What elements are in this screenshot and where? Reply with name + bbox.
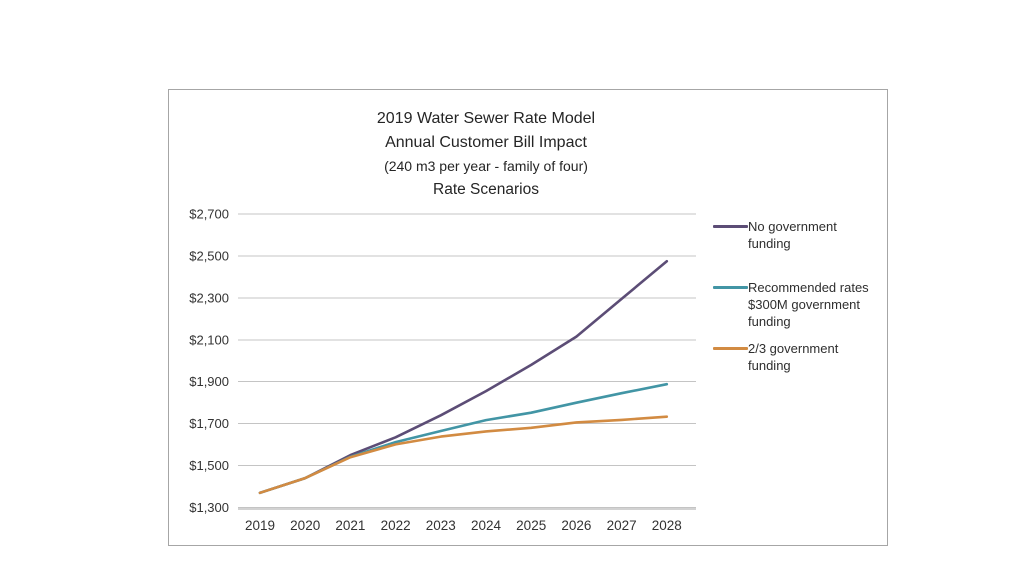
- chart-title-line-1: 2019 Water Sewer Rate Model: [376, 110, 596, 127]
- y-tick-label: $1,300: [189, 500, 229, 515]
- x-tick-label: 2027: [607, 518, 637, 533]
- y-tick-label: $2,500: [189, 248, 229, 263]
- legend-entry-recommended-rates: Recommended rates $300M government fundi…: [713, 279, 874, 330]
- legend-line-swatch-purple: [713, 225, 748, 228]
- legend-label: No government funding: [748, 219, 837, 251]
- y-tick-label: $1,700: [189, 416, 229, 431]
- y-tick-label: $1,500: [189, 458, 229, 473]
- series-line-2: [258, 382, 669, 495]
- x-tick-label: 2019: [245, 518, 275, 533]
- chart-frame: 2019 Water Sewer Rate Model Annual Custo…: [168, 89, 888, 546]
- series-line-1: [258, 259, 669, 495]
- x-tick-label: 2021: [335, 518, 365, 533]
- y-tick-label: $2,700: [189, 207, 229, 222]
- chart-title-line-2: Annual Customer Bill Impact: [385, 134, 587, 151]
- chart-legend: No government funding Recommended rates …: [713, 90, 883, 545]
- y-tick-label: $1,900: [189, 374, 229, 389]
- plot-area: $1,300 $1,500 $1,700 $1,900 $2,100 $2,300 $2,5…: [189, 207, 696, 533]
- x-tick-label: 2020: [290, 518, 320, 533]
- chart-title-line-3: (240 m3 per year - family of four): [384, 158, 588, 174]
- legend-line-swatch-teal: [713, 286, 748, 289]
- legend-label: 2/3 government funding: [748, 341, 839, 373]
- legend-entry-two-thirds-funding: 2/3 government funding: [713, 340, 874, 374]
- chart-title: 2019 Water Sewer Rate Model Annual Custo…: [169, 107, 803, 201]
- x-tick-label: 2024: [471, 518, 502, 533]
- x-tick-label: 2025: [516, 518, 546, 533]
- y-tick-label: $2,100: [189, 332, 229, 347]
- chart-title-line-4: Rate Scenarios: [433, 181, 539, 198]
- series-line-3: [258, 415, 669, 495]
- x-tick-label: 2028: [652, 518, 682, 533]
- x-tick-label: 2026: [561, 518, 591, 533]
- x-tick-label: 2022: [381, 518, 411, 533]
- legend-entry-no-government-funding: No government funding: [713, 218, 874, 252]
- y-tick-label: $2,300: [189, 290, 229, 305]
- legend-label: Recommended rates $300M government fundi…: [748, 280, 869, 329]
- legend-line-swatch-orange: [713, 347, 748, 350]
- x-tick-label: 2023: [426, 518, 456, 533]
